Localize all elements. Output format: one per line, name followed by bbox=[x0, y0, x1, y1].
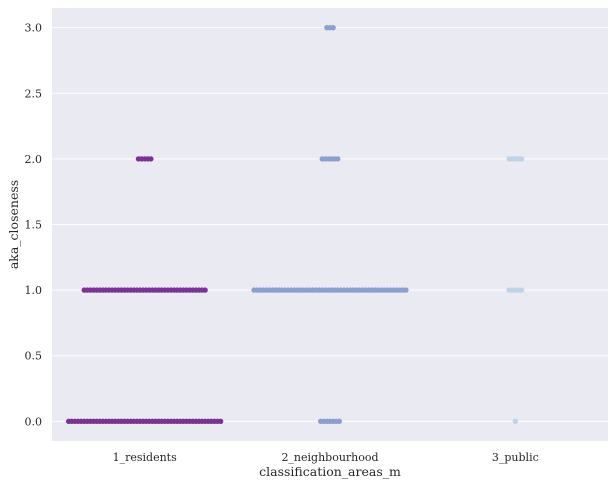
y-tick-label: 2.5 bbox=[25, 87, 43, 100]
y-tick-label: 0.5 bbox=[25, 350, 43, 363]
data-point bbox=[330, 24, 336, 31]
x-tick-label: 2_neighbourhood bbox=[281, 451, 378, 464]
data-point bbox=[217, 418, 224, 425]
y-tick-label: 3.0 bbox=[25, 22, 43, 35]
x-tick-label: 3_public bbox=[492, 451, 539, 464]
y-axis-label: aka_closeness bbox=[6, 180, 21, 269]
data-point bbox=[148, 156, 154, 162]
x-tick-label: 1_residents bbox=[113, 451, 177, 464]
data-point bbox=[335, 156, 341, 162]
data-point bbox=[512, 418, 519, 425]
x-axis-label: classification_areas_m bbox=[259, 464, 401, 479]
data-point bbox=[403, 287, 409, 293]
data-point bbox=[518, 287, 525, 293]
y-tick-label: 1.0 bbox=[25, 284, 43, 297]
data-point bbox=[336, 418, 342, 425]
x-tick-labels: 1_residents 2_neighbourhood 3_public bbox=[113, 451, 539, 464]
data-point bbox=[202, 287, 208, 293]
y-tick-label: 0.0 bbox=[25, 415, 43, 428]
data-points bbox=[66, 24, 525, 425]
y-tick-label: 1.5 bbox=[25, 219, 43, 232]
data-point bbox=[518, 156, 525, 162]
y-tick-label: 2.0 bbox=[25, 153, 43, 166]
y-tick-labels: 0.0 0.5 1.0 1.5 2.0 2.5 3.0 bbox=[25, 22, 43, 429]
